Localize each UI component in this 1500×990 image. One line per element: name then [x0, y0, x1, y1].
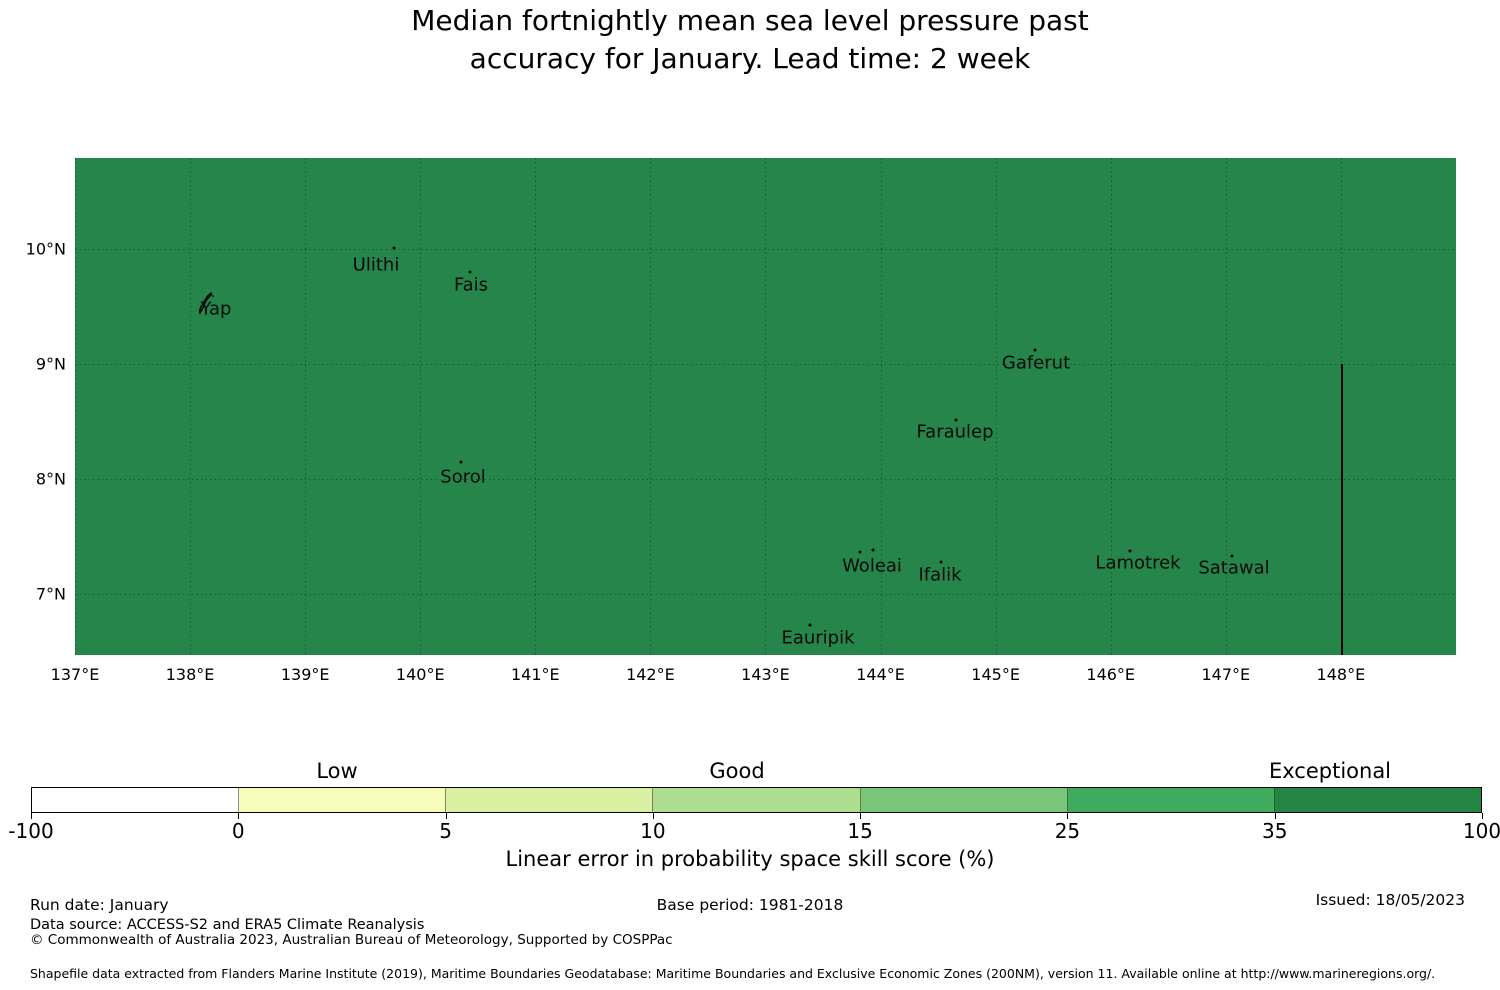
island-label: Ulithi	[352, 254, 400, 276]
colorbar-tick	[1274, 813, 1276, 819]
colorbar-category-label: Good	[709, 759, 765, 783]
parallel-gridline	[75, 479, 1456, 481]
meridian-gridline	[1110, 158, 1112, 655]
meridian-gridline	[190, 158, 192, 655]
island-marker-dot	[392, 246, 396, 250]
lon-tick-label: 139°E	[280, 665, 330, 684]
copyright-text: © Commonwealth of Australia 2023, Austra…	[30, 932, 673, 948]
colorbar-tick	[1067, 813, 1069, 819]
lon-tick-label: 141°E	[510, 665, 560, 684]
parallel-gridline	[75, 248, 1456, 250]
lon-tick-label: 137°E	[50, 665, 100, 684]
colorbar-segment	[446, 788, 654, 812]
island-marker-dot	[1033, 348, 1037, 352]
island-marker-dot	[858, 550, 862, 554]
colorbar-tick-label: 35	[1261, 819, 1288, 843]
colorbar-tick	[238, 813, 240, 819]
eez-boundary-line	[1341, 364, 1343, 655]
meridian-gridline	[420, 158, 422, 655]
colorbar-tick-label: 25	[1054, 819, 1081, 843]
meridian-gridline	[535, 158, 537, 655]
lat-tick-label: 9°N	[35, 354, 66, 374]
island-label: Gaferut	[1001, 352, 1071, 374]
shapefile-attribution-text: Shapefile data extracted from Flanders M…	[30, 966, 1436, 981]
island-marker-dot	[1128, 549, 1132, 553]
island-label: Yap	[200, 298, 232, 320]
data-source-text: Data source: ACCESS-S2 and ERA5 Climate …	[30, 917, 425, 933]
colorbar-segment	[1067, 788, 1275, 812]
lon-tick-label: 143°E	[741, 665, 790, 684]
colorbar-tick-label: 15	[847, 819, 873, 843]
meridian-gridline	[765, 158, 767, 655]
island-marker-dot	[954, 418, 958, 422]
island-marker-dot	[459, 460, 463, 464]
colorbar-tick	[652, 813, 654, 819]
lat-tick-label: 8°N	[35, 469, 66, 489]
island-marker-dot	[939, 560, 943, 564]
meridian-gridline	[650, 158, 652, 655]
island-label: Lamotrek	[1095, 552, 1181, 574]
lon-tick-label: 142°E	[626, 665, 675, 684]
lon-tick-label: 146°E	[1086, 665, 1136, 684]
island-label: Fais	[453, 274, 489, 296]
island-marker-dot	[1230, 554, 1234, 558]
island-label: Woleai	[842, 555, 902, 577]
parallel-gridline	[75, 364, 1456, 366]
meridian-gridline	[1225, 158, 1227, 655]
colorbar-tick-label: 0	[231, 819, 245, 843]
colorbar-category-label: Low	[316, 759, 358, 783]
island-label: Ifalik	[918, 564, 962, 586]
island-label: Faraulep	[916, 421, 994, 443]
lon-tick-label: 138°E	[165, 665, 215, 684]
chart-title: Median fortnightly mean sea level pressu…	[0, 2, 1500, 78]
colorbar-tick	[1482, 813, 1483, 819]
base-period-text: Base period: 1981-2018	[656, 896, 844, 914]
colorbar-segment	[32, 788, 240, 812]
colorbar-segment	[653, 788, 861, 812]
colorbar-tick	[31, 813, 32, 819]
lon-tick-label: 140°E	[395, 665, 445, 684]
island-marker-dot	[871, 548, 875, 552]
lon-tick-label: 144°E	[856, 665, 905, 684]
colorbar-segment	[239, 788, 447, 812]
lat-tick-label: 10°N	[25, 239, 66, 259]
lon-tick-label: 148°E	[1316, 665, 1366, 684]
meridian-gridline	[75, 158, 76, 655]
colorbar-tick-label: 10	[640, 819, 666, 843]
colorbar-tick	[445, 813, 447, 819]
island-label: Eauripik	[781, 627, 855, 649]
yap-island-outline	[196, 291, 218, 319]
colorbar-tick-label: 100	[1462, 819, 1500, 843]
colorbar-category-label: Exceptional	[1268, 759, 1392, 783]
meridian-gridline	[995, 158, 997, 655]
island-marker-dot	[468, 270, 472, 274]
issued-date-text: Issued: 18/05/2023	[1315, 891, 1465, 909]
run-date-text: Run date: January	[30, 896, 169, 914]
lon-tick-label: 145°E	[971, 665, 1020, 684]
parallel-gridline	[75, 594, 1456, 596]
island-label: Satawal	[1198, 557, 1270, 579]
colorbar-tick-label: -100	[8, 819, 54, 843]
island-marker-dot	[808, 623, 812, 627]
lat-tick-label: 7°N	[35, 584, 66, 604]
meridian-gridline	[305, 158, 307, 655]
meridian-gridline	[880, 158, 882, 655]
colorbar-tick-label: 5	[439, 819, 452, 843]
colorbar-segment	[1274, 788, 1481, 812]
chart-title-line2: accuracy for January. Lead time: 2 week	[469, 42, 1031, 75]
colorbar-tick	[860, 813, 862, 819]
colorbar-segment	[860, 788, 1068, 812]
colorbar	[31, 787, 1482, 813]
island-label: Sorol	[440, 466, 486, 488]
lon-tick-label: 147°E	[1201, 665, 1251, 684]
map-area: Yap Ulithi Fais Sorol Gaferut Faraulep Woleai I…	[75, 158, 1456, 655]
colorbar-axis-label: Linear error in probability space skill …	[505, 847, 995, 871]
chart-title-line1: Median fortnightly mean sea level pressu…	[411, 4, 1089, 37]
